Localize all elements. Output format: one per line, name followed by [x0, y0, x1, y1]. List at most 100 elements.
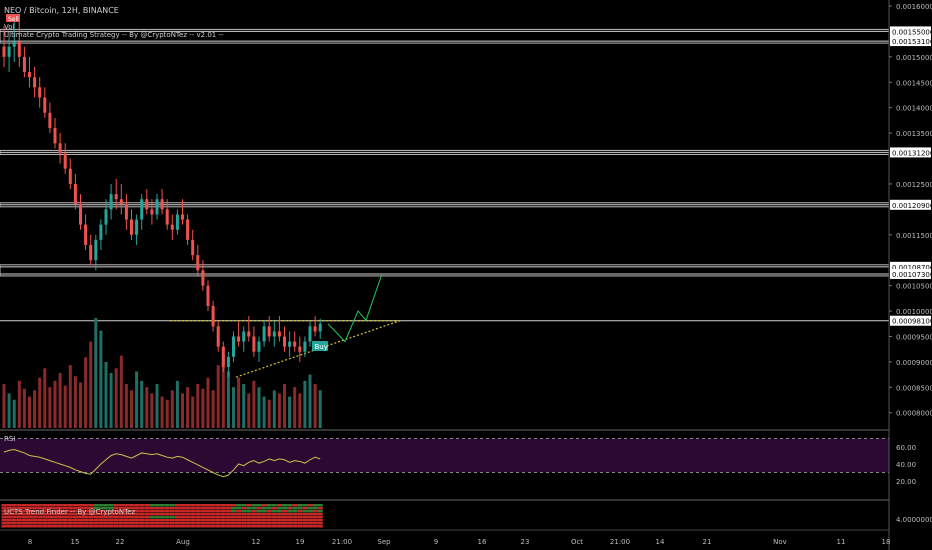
trend-cell [16, 504, 22, 507]
trend-cell [210, 522, 216, 525]
trend-cell [72, 510, 78, 513]
volume-bar [318, 390, 322, 428]
trend-cell [77, 519, 84, 522]
trend-cell [230, 516, 237, 519]
volume-bar [7, 393, 11, 428]
trend-cell [164, 504, 170, 507]
trend-cell [169, 507, 175, 510]
trend-cell [11, 522, 17, 525]
trend-cell [37, 504, 43, 507]
trend-cell [1, 510, 7, 513]
trend-cell [128, 516, 135, 519]
trend-cell [62, 510, 68, 513]
trend-cell [256, 513, 262, 516]
candle-body [73, 183, 77, 205]
trend-cell [210, 510, 216, 513]
volume-bar [140, 380, 144, 428]
trend-cell [1, 519, 7, 522]
trend-cell [52, 504, 58, 507]
trend-cell [52, 519, 58, 522]
trend-cell [164, 513, 170, 516]
trend-cell [281, 516, 288, 519]
trend-cell [195, 522, 201, 525]
candle-body [247, 331, 251, 337]
candle-body [221, 346, 225, 367]
trend-cell [83, 519, 89, 522]
candle-body [28, 72, 31, 78]
trend-cell [118, 522, 124, 525]
trend-cell [139, 516, 145, 519]
trend-cell [123, 519, 129, 522]
trend-cell [159, 507, 165, 510]
trend-cell [246, 507, 252, 510]
trend-cell [83, 507, 89, 510]
triangle-lower-line [235, 320, 401, 378]
trend-cell [292, 516, 298, 519]
trend-cell [220, 525, 226, 528]
trend-cell [52, 513, 58, 516]
trend-cell [200, 507, 206, 510]
trend-cell [108, 504, 114, 507]
trend-cell [246, 525, 252, 528]
sell-badge[interactable]: Sell [8, 16, 19, 23]
trend-cell [205, 525, 211, 528]
trend-cell [292, 522, 298, 525]
trend-cell [21, 525, 27, 528]
trend-cell [312, 513, 318, 516]
trend-cell [83, 504, 89, 507]
candle-body [155, 199, 159, 215]
level-tag-label: 0.00108700 [892, 264, 932, 272]
trend-cell [271, 525, 277, 528]
strategy-label: Ultimate Crypto Trading Strategy -- By @… [4, 31, 224, 39]
trend-cell [42, 522, 48, 525]
volume-bar [293, 387, 297, 428]
trend-cell [297, 507, 303, 510]
trend-cell [149, 510, 155, 513]
volume-bar [155, 384, 159, 428]
buy-signal-badge[interactable] [312, 341, 328, 351]
trend-cell [230, 525, 237, 528]
candlestick-series [2, 16, 322, 378]
trend-cell [6, 516, 12, 519]
trend-cell [210, 516, 216, 519]
trend-cell [287, 510, 293, 513]
candle-body [2, 46, 6, 57]
trend-cell [256, 522, 262, 525]
trend-cell [205, 516, 211, 519]
trend-cell [297, 519, 303, 522]
trend-cell [261, 504, 267, 507]
trend-cell [200, 504, 206, 507]
candle-body [22, 56, 26, 73]
volume-bar [237, 377, 241, 428]
trend-cell [6, 513, 12, 516]
trend-cell [134, 510, 140, 513]
trend-cell [26, 504, 33, 507]
candle-body [196, 255, 200, 271]
trend-cell [225, 504, 231, 507]
buy-signal-label[interactable]: Buy [315, 343, 328, 351]
trend-cell [72, 516, 78, 519]
trend-cell [164, 522, 170, 525]
trend-cell [251, 510, 257, 513]
trend-cell [317, 525, 323, 528]
level-tag-bg [890, 36, 931, 47]
trend-cell [266, 525, 272, 528]
trend-cell [103, 516, 109, 519]
trend-cell [16, 510, 22, 513]
trend-cell [77, 510, 84, 513]
trend-cell [215, 504, 221, 507]
trend-cell [312, 516, 318, 519]
trend-cell [281, 513, 288, 516]
volume-bar [48, 387, 52, 428]
trend-cell [47, 516, 53, 519]
volume-bar [186, 387, 190, 428]
trend-cell [174, 504, 180, 507]
trend-cell [11, 525, 17, 528]
sell-badge-bg[interactable] [6, 14, 20, 22]
trend-cell [297, 504, 303, 507]
trend-cell [108, 522, 114, 525]
trend-cell [307, 525, 313, 528]
